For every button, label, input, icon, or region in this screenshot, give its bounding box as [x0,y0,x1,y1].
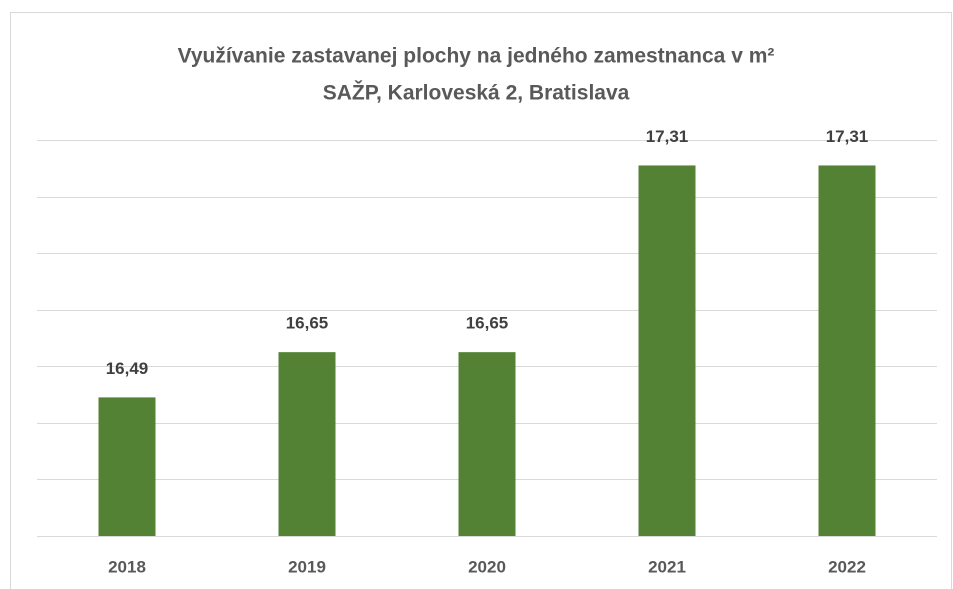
data-label: 17,31 [646,127,689,146]
bar [278,352,336,536]
x-tick-label: 2022 [828,557,866,576]
data-label: 16,65 [466,314,509,333]
data-label: 16,65 [286,314,329,333]
bar [818,165,876,536]
data-label: 16,49 [106,359,149,378]
data-label: 17,31 [826,127,869,146]
bar [458,352,516,536]
x-tick-label: 2020 [468,557,506,576]
x-tick-label: 2018 [108,557,146,576]
chart-title: Využívanie zastavanej plochy na jedného … [178,45,775,68]
bar [98,397,156,536]
x-tick-label: 2019 [288,557,326,576]
chart-subtitle: SAŽP, Karloveská 2, Bratislava [323,81,630,105]
x-tick-label: 2021 [648,557,686,576]
bar [638,165,696,536]
